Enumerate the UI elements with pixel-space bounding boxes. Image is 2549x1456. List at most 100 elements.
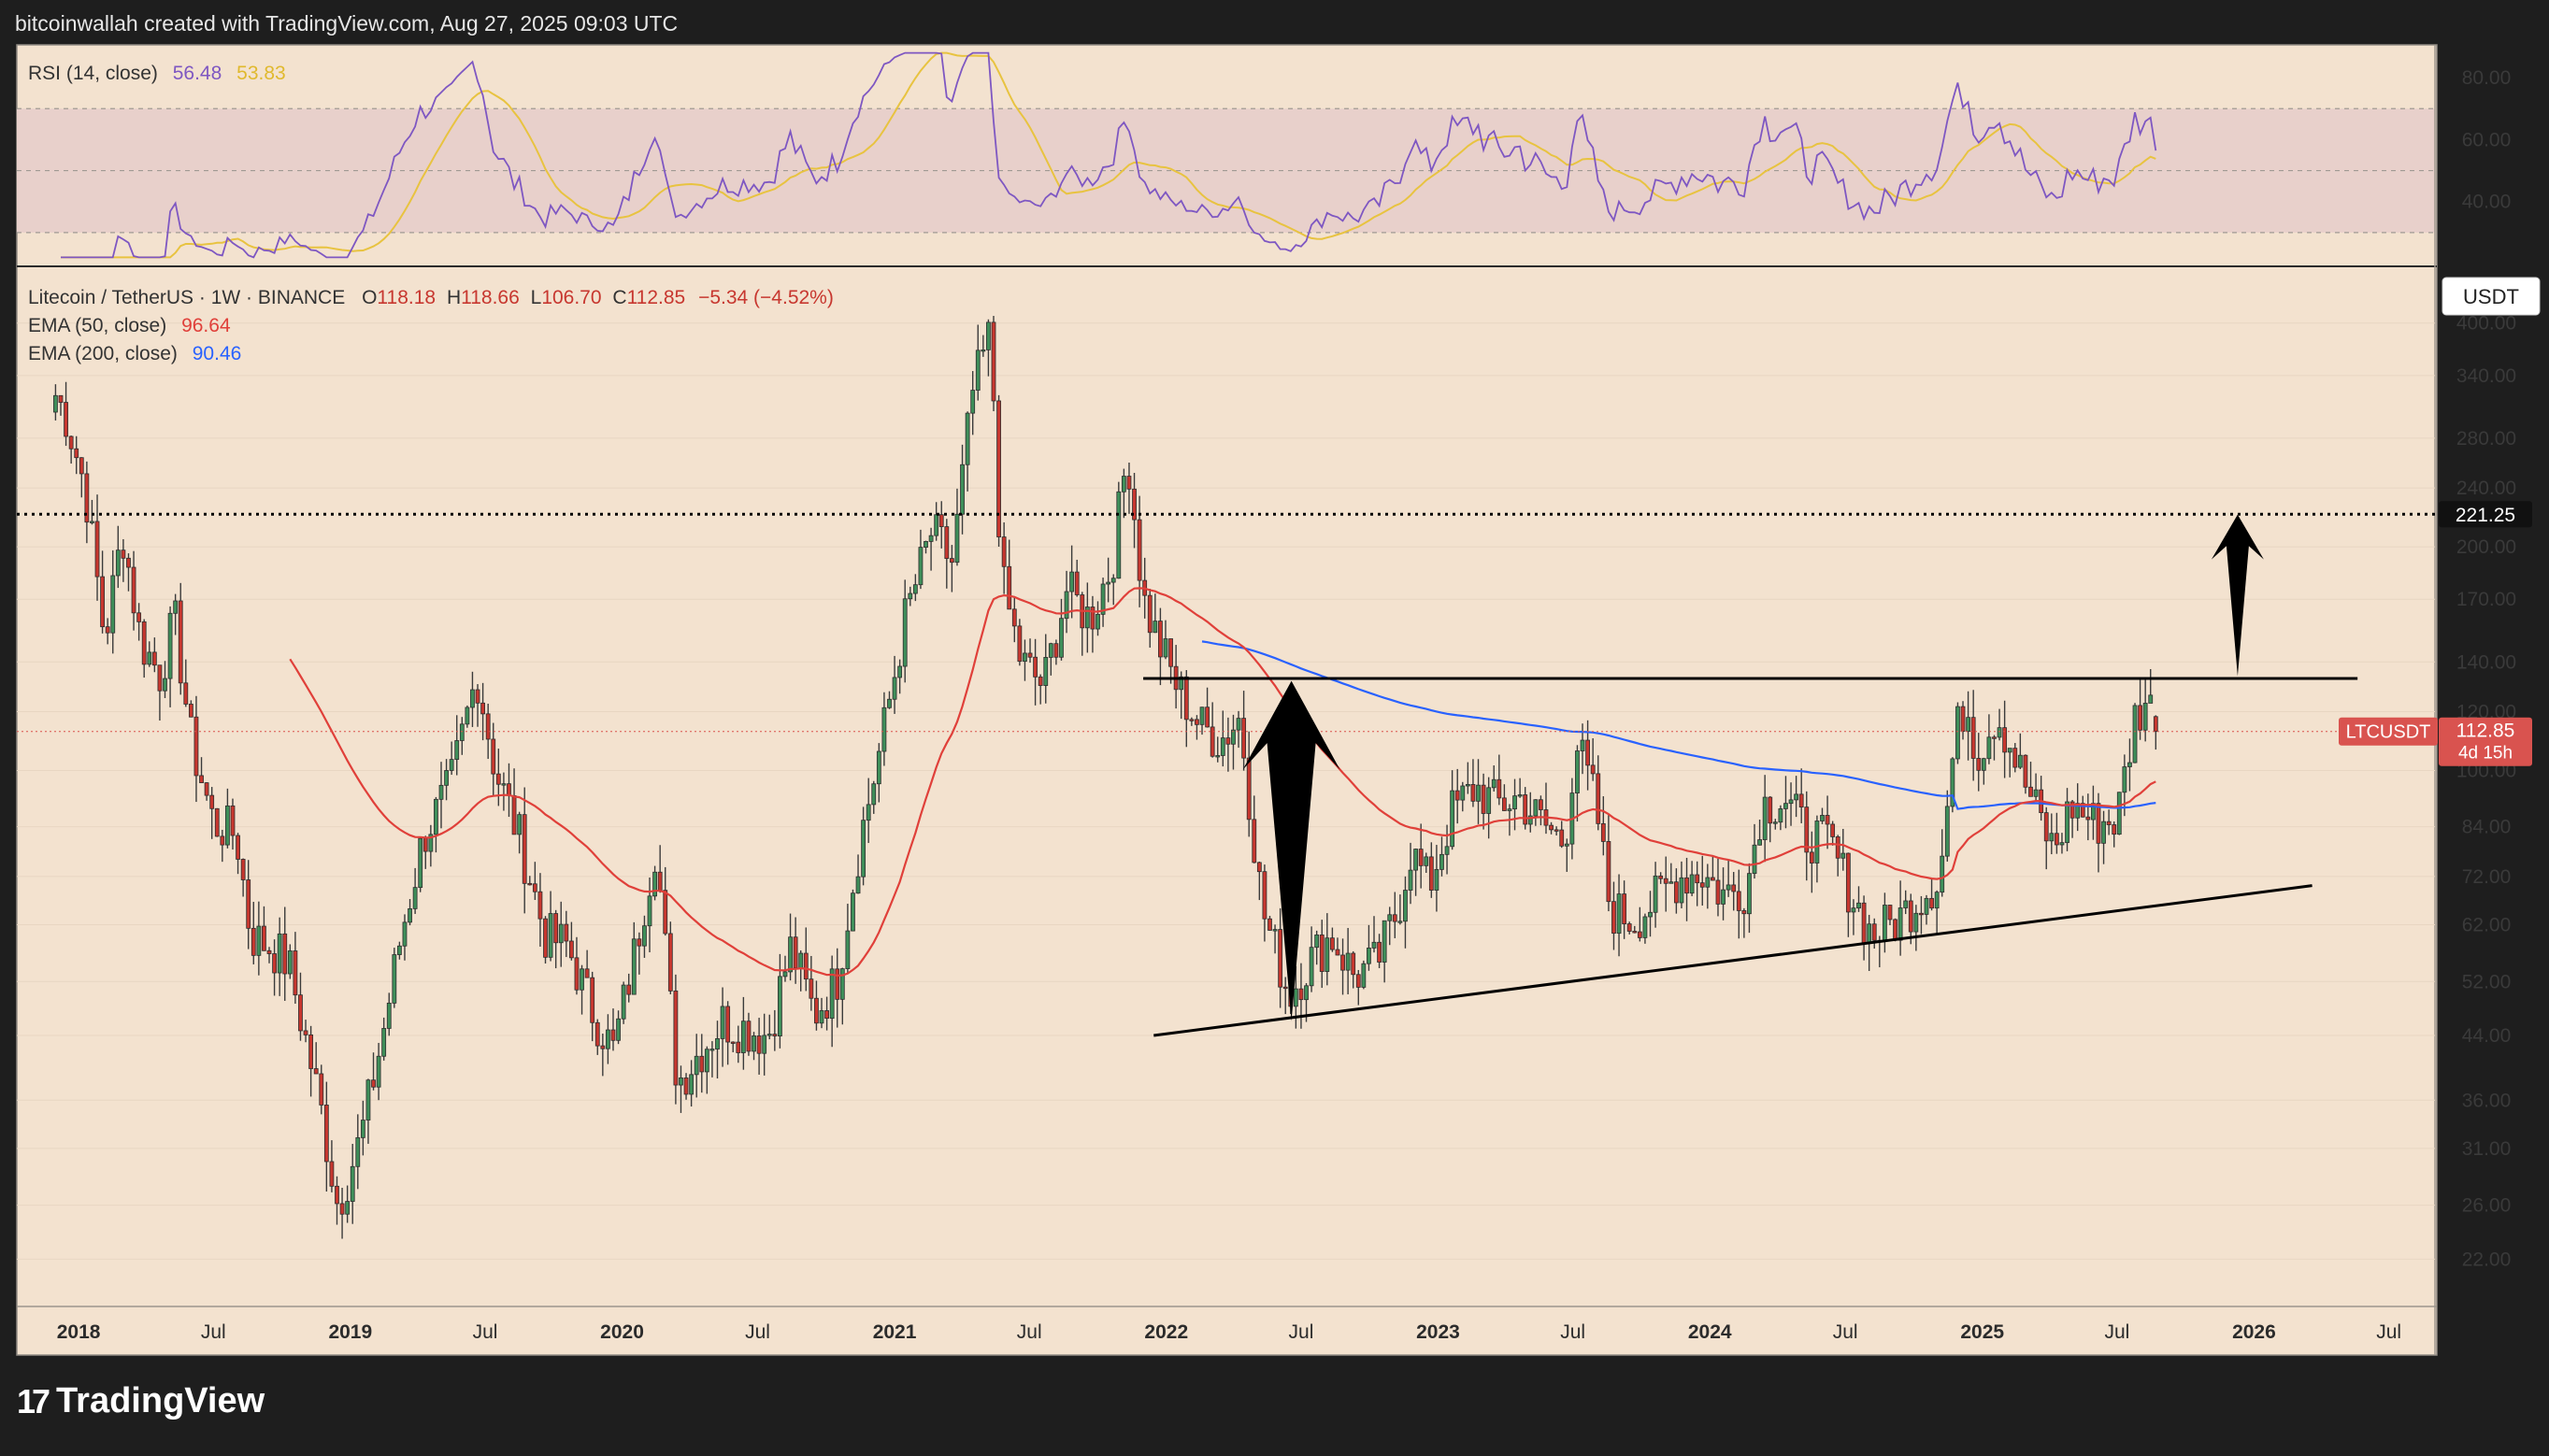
arrow-up-target[interactable] [2211,514,2264,677]
candle-body [1084,607,1090,629]
tradingview-logo[interactable]: 17 TradingView [17,1381,265,1421]
candle-body [58,394,64,403]
candle-body [1642,916,1648,938]
candle-body [408,908,412,923]
candle [709,1041,715,1078]
arrow-up-large[interactable] [1242,680,1340,1021]
candle-body [1768,796,1773,824]
candle [1158,607,1163,686]
candle-body [2127,762,2132,767]
candle [1887,905,1893,926]
candle-body [1512,795,1517,810]
candle-body [1992,736,1997,739]
candle [1653,862,1658,928]
candle-body [1225,737,1231,745]
candle [365,1078,371,1144]
candle-body [392,954,397,1004]
candle-body [709,1049,715,1051]
candle-body [2075,803,2081,819]
candle-body [1851,907,1856,913]
candle-body [1074,571,1080,595]
candle [637,932,642,975]
ema50-line [289,587,2156,978]
candle [1476,759,1481,824]
candle-body [584,968,590,978]
candle [1711,855,1715,881]
candle-body [1970,717,1976,759]
candle-body [501,783,507,786]
candle [924,540,928,554]
candle [1329,927,1335,952]
candle-body [2138,705,2142,731]
candle [2012,743,2018,773]
candle [1392,892,1397,938]
price-axis[interactable]: 400.00 340.00 280.00 240.00 200.00 170.00 140.… [2456,313,2516,1271]
candle [178,582,183,695]
candle [1215,736,1221,763]
candle [1424,852,1429,873]
candle [762,1013,767,1076]
candle [902,579,908,683]
candle [960,444,965,535]
candle-body [141,621,147,665]
candle-body [1153,621,1158,634]
price-tick-label: 72.00 [2462,866,2512,888]
candle-body [2054,833,2059,846]
candle-body [1444,846,1450,855]
candle-body [1778,808,1783,823]
candle [772,1009,778,1051]
rsi-legend: RSI (14, close) 56.48 53.83 [28,63,286,84]
candle-body [1564,843,1569,847]
candle [1689,861,1695,896]
rsi-line [61,51,2157,259]
candle [564,910,569,958]
candle [1611,881,1616,950]
currency-button[interactable] [2442,277,2541,316]
candle-body [2116,792,2122,835]
candle-body [1486,787,1492,814]
price-tick-label: 62.00 [2462,915,2512,936]
candle [470,671,475,727]
time-tick-label: 2018 [57,1321,101,1343]
currency-button-label[interactable]: USDT [2463,285,2519,308]
candle-body [2012,748,2018,768]
price-tick-label: 84.00 [2462,817,2512,838]
candle-body [1158,621,1163,658]
candle-body [329,1161,335,1187]
candle-body [1309,947,1314,987]
candle-body [1023,652,1027,663]
candle-body [996,400,1001,537]
candle [1616,874,1622,957]
rising-support-trendline[interactable] [1153,884,2313,1037]
candle [1726,860,1731,897]
candle-body [564,923,569,942]
candle [1231,714,1236,770]
candle-body [303,1030,308,1035]
candle [151,637,157,673]
candle [1642,913,1648,944]
candle [1976,733,1982,792]
candle-body [163,678,167,692]
candle-body [1017,625,1023,663]
rsi-axis[interactable]: 80.00 60.00 40.00 [2462,67,2512,213]
time-tick-label: 2023 [1416,1321,1460,1343]
candle-body [236,835,240,860]
candle [1679,861,1684,908]
candle [1278,907,1283,1008]
time-axis[interactable]: 2018 Jul 2019 Jul 2020 Jul 2021 Jul 2022 Jul 2023 J… [57,1321,2401,1343]
candle-body [53,394,58,413]
time-tick-label: 2024 [1688,1321,1732,1343]
candle-body [110,575,116,634]
candle [2002,700,2008,778]
candle-body [1752,844,1757,875]
candle [736,1025,741,1063]
candle-body [287,950,293,975]
candle [1163,620,1168,660]
candle [1007,539,1012,610]
candle [1351,950,1356,989]
candle [1298,963,1304,1029]
candle-body [819,1010,824,1024]
candle-body [975,350,981,391]
candle-body [1007,565,1012,610]
